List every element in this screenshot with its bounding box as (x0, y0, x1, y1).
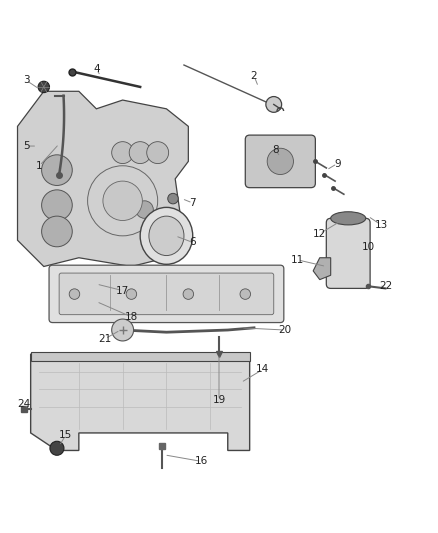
Text: 18: 18 (125, 312, 138, 322)
Text: 1: 1 (36, 161, 43, 171)
Circle shape (267, 148, 293, 174)
Text: 10: 10 (361, 242, 374, 252)
Text: 16: 16 (195, 456, 208, 466)
FancyBboxPatch shape (245, 135, 315, 188)
Text: 22: 22 (379, 281, 392, 291)
Polygon shape (18, 91, 188, 266)
Text: 14: 14 (256, 365, 269, 374)
Circle shape (112, 142, 134, 164)
FancyBboxPatch shape (31, 352, 250, 361)
Circle shape (50, 441, 64, 455)
Text: 5: 5 (23, 141, 30, 151)
Text: 8: 8 (272, 146, 279, 156)
Circle shape (129, 142, 151, 164)
Ellipse shape (149, 216, 184, 255)
Circle shape (110, 183, 127, 201)
Circle shape (103, 181, 142, 221)
Text: 13: 13 (374, 220, 388, 230)
Circle shape (147, 142, 169, 164)
FancyBboxPatch shape (59, 273, 274, 314)
Text: 24: 24 (18, 399, 31, 409)
Circle shape (42, 216, 72, 247)
Circle shape (69, 289, 80, 300)
FancyBboxPatch shape (49, 265, 284, 322)
Text: 6: 6 (189, 237, 196, 247)
Circle shape (266, 96, 282, 112)
Text: 15: 15 (59, 430, 72, 440)
Text: 9: 9 (334, 159, 341, 168)
Circle shape (42, 190, 72, 221)
Ellipse shape (140, 207, 193, 264)
Text: 19: 19 (212, 395, 226, 405)
Text: 7: 7 (189, 198, 196, 208)
Polygon shape (313, 258, 331, 280)
Polygon shape (31, 354, 250, 450)
Circle shape (183, 289, 194, 300)
Circle shape (38, 81, 49, 93)
Text: 4: 4 (93, 64, 100, 75)
Text: 2: 2 (251, 71, 258, 81)
Text: 20: 20 (278, 325, 291, 335)
Circle shape (112, 319, 134, 341)
Circle shape (136, 201, 153, 219)
Ellipse shape (331, 212, 366, 225)
Circle shape (42, 155, 72, 185)
Text: 21: 21 (99, 334, 112, 344)
Circle shape (240, 289, 251, 300)
FancyBboxPatch shape (326, 219, 370, 288)
Text: 17: 17 (116, 286, 129, 296)
Text: 11: 11 (291, 255, 304, 265)
Circle shape (126, 289, 137, 300)
Text: 3: 3 (23, 75, 30, 85)
Circle shape (168, 193, 178, 204)
Text: 12: 12 (313, 229, 326, 239)
